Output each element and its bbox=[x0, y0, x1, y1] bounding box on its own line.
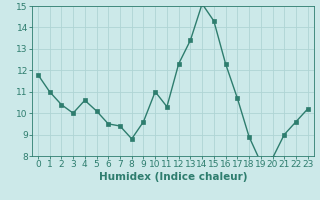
X-axis label: Humidex (Indice chaleur): Humidex (Indice chaleur) bbox=[99, 172, 247, 182]
